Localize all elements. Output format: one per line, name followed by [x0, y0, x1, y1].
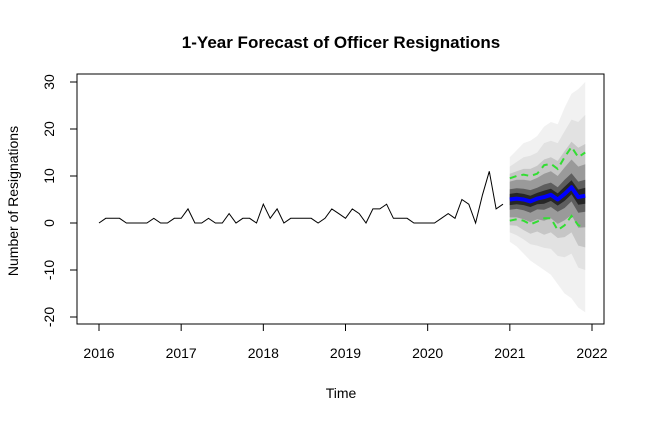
- y-tick-label: -10: [41, 260, 57, 280]
- x-tick-label: 2017: [166, 345, 197, 361]
- x-tick-label: 2020: [412, 345, 443, 361]
- y-tick-label: 20: [41, 121, 57, 137]
- forecast-upper-80-line: [509, 145, 586, 180]
- forecast-lower-80-line: [509, 214, 586, 232]
- y-tick-label: 30: [41, 74, 57, 90]
- x-tick-label: 2019: [330, 345, 361, 361]
- forecast-fan-bands: [509, 82, 586, 313]
- x-tick-label: 2016: [83, 345, 114, 361]
- y-tick-label: 0: [41, 219, 57, 227]
- y-tick-label: -20: [41, 307, 57, 327]
- chart-title: 1-Year Forecast of Officer Resignations: [182, 33, 500, 52]
- forecast-mean-line: [509, 185, 586, 204]
- series-lines: [98, 145, 586, 232]
- x-axis-label: Time: [326, 385, 357, 401]
- x-tick-label: 2021: [494, 345, 525, 361]
- y-axis-label: Number of Resignations: [5, 126, 21, 276]
- y-tick-label: 10: [41, 168, 57, 184]
- x-tick-label: 2022: [576, 345, 607, 361]
- observed-line: [98, 171, 504, 225]
- plot-frame: [76, 73, 605, 325]
- x-tick-label: 2018: [248, 345, 279, 361]
